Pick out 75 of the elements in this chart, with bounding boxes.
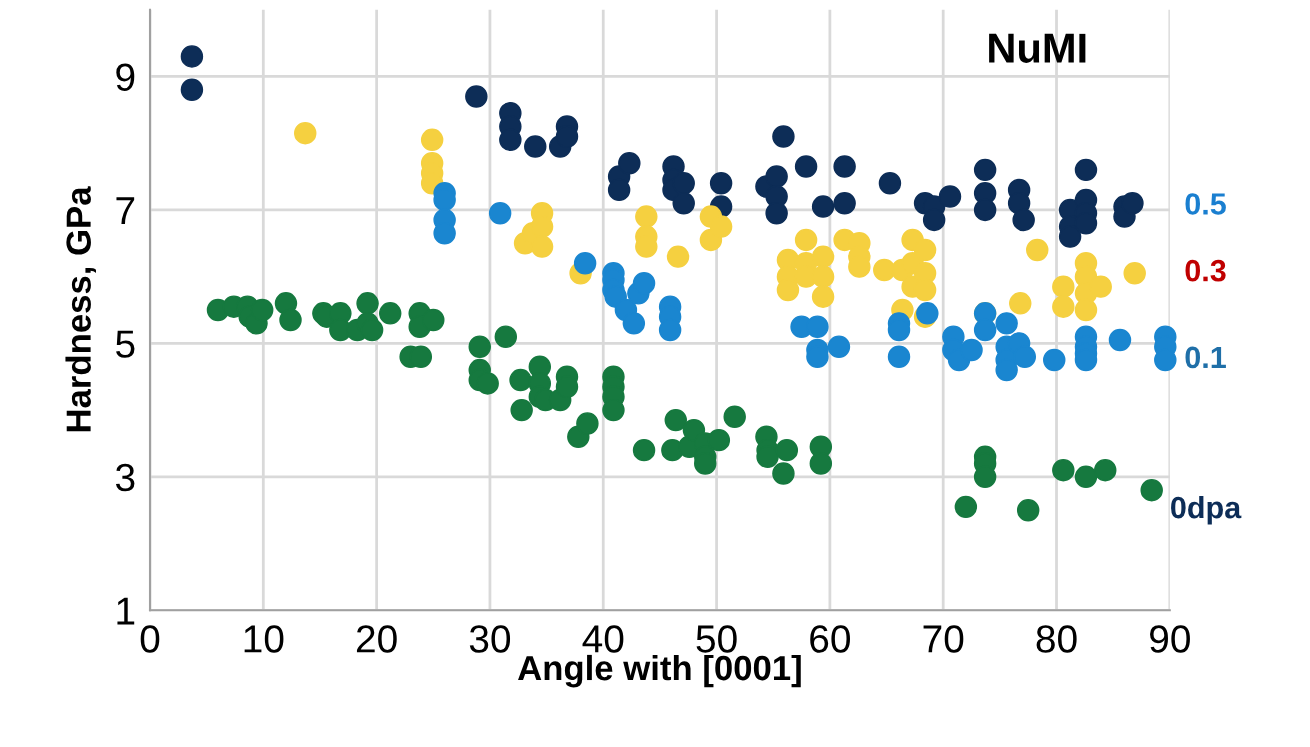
point xyxy=(765,165,788,188)
x-tick-label: 20 xyxy=(356,625,397,653)
point xyxy=(811,285,835,308)
series-label: 0.5 xyxy=(1185,193,1226,215)
x-tick-label: 50 xyxy=(696,625,737,653)
y-tick-label: 5 xyxy=(116,330,135,358)
point xyxy=(973,198,997,222)
point xyxy=(1009,292,1032,315)
y-tick-label: 7 xyxy=(116,197,135,224)
point xyxy=(709,171,733,195)
point xyxy=(1121,192,1144,215)
point xyxy=(524,135,547,158)
point xyxy=(873,258,896,282)
point xyxy=(618,151,641,175)
point xyxy=(488,202,512,225)
point xyxy=(772,125,795,148)
point xyxy=(294,121,317,145)
point xyxy=(811,265,835,288)
point xyxy=(887,345,911,368)
x-tick-label: 0 xyxy=(140,625,160,653)
chart-title: NuMI xyxy=(989,33,1086,63)
point xyxy=(913,278,937,302)
point xyxy=(1043,348,1066,372)
y-tick-label: 3 xyxy=(115,463,135,492)
x-tick-label: 60 xyxy=(810,625,850,653)
x-tick-label: 90 xyxy=(1150,625,1190,653)
point xyxy=(960,338,983,362)
x-tick-label: 80 xyxy=(1036,625,1077,653)
x-tick-label: 10 xyxy=(244,625,284,653)
point xyxy=(794,155,818,178)
y-tick-label: 9 xyxy=(116,63,135,91)
point xyxy=(672,192,695,215)
point xyxy=(973,318,997,342)
point xyxy=(1108,328,1132,352)
point xyxy=(632,272,656,295)
point xyxy=(765,202,788,225)
point xyxy=(180,78,204,102)
point xyxy=(806,315,829,338)
point xyxy=(709,215,733,238)
point xyxy=(1123,262,1146,285)
point xyxy=(995,312,1018,335)
series-label: 0dpa xyxy=(1171,495,1242,525)
x-tick-label: 40 xyxy=(582,625,624,653)
point xyxy=(794,228,818,252)
point xyxy=(465,85,488,108)
point xyxy=(1074,298,1098,322)
point xyxy=(1052,295,1075,318)
point xyxy=(666,245,690,268)
point xyxy=(1012,208,1035,232)
point xyxy=(1026,238,1049,262)
point xyxy=(913,238,937,262)
point xyxy=(1052,275,1075,298)
point xyxy=(833,192,856,215)
series-label: 0.3 xyxy=(1185,259,1226,282)
point xyxy=(827,335,851,358)
point xyxy=(811,245,835,268)
point xyxy=(878,171,902,195)
point xyxy=(573,252,597,275)
point xyxy=(420,128,444,152)
point xyxy=(530,235,554,258)
x-tick-label: 30 xyxy=(469,625,511,653)
point xyxy=(635,205,658,228)
y-tick-label: 1 xyxy=(117,597,135,625)
point xyxy=(938,185,962,208)
series-label: 0.1 xyxy=(1185,346,1226,369)
point xyxy=(1013,345,1037,368)
point xyxy=(1074,158,1098,182)
y-axis-title: Hardness, GPa xyxy=(65,186,96,432)
x-axis-title: Angle with [0001] xyxy=(518,654,801,688)
point xyxy=(973,158,997,182)
point xyxy=(622,312,646,335)
point xyxy=(811,195,835,218)
x-tick-label: 70 xyxy=(923,625,964,653)
point xyxy=(833,155,856,178)
point xyxy=(180,45,204,68)
